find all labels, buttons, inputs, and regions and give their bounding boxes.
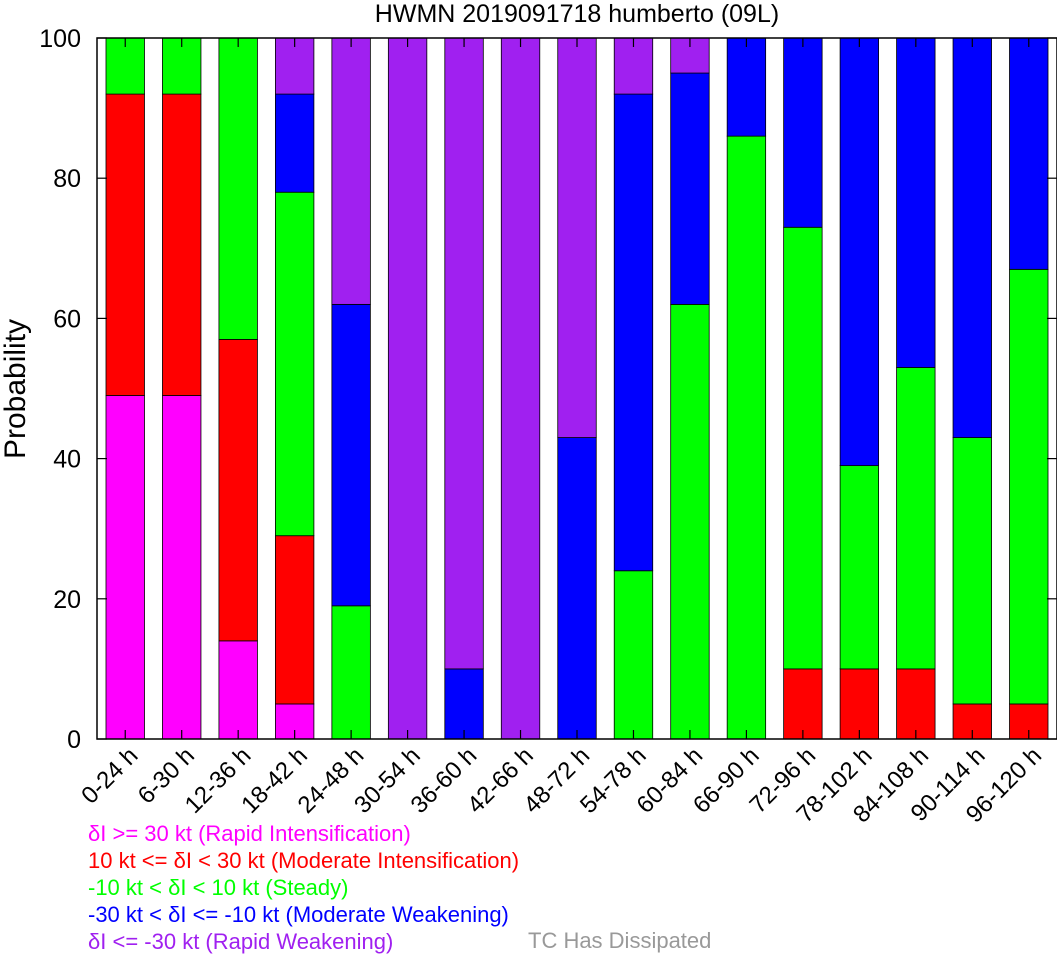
bar-st-11 [726, 135, 767, 740]
bar-st-4 [331, 605, 371, 740]
y-tick-label-1: 20 [53, 586, 81, 614]
bar-st-12 [783, 226, 823, 670]
chart-title: HWMN 2019091718 humberto (09L) [375, 0, 779, 28]
bar-mw-11 [726, 37, 767, 137]
y-tick-label-2: 40 [53, 446, 81, 474]
bar-mw-8 [557, 437, 597, 740]
bar-rw-5 [387, 37, 428, 740]
y-tick-label-0: 0 [67, 726, 81, 754]
y-tick-label-5: 100 [39, 25, 81, 53]
bar-st-2 [218, 37, 258, 340]
bar-rw-7 [500, 37, 541, 740]
legend-entry-mw: -30 kt < δI <= -10 kt (Moderate Weakenin… [88, 902, 509, 927]
bar-mi-14 [896, 668, 936, 740]
dissipated-legend-entry: TC Has Dissipated [528, 928, 712, 953]
bar-mw-6 [444, 668, 484, 740]
bar-mi-1 [162, 93, 202, 396]
y-tick-label-3: 60 [53, 305, 81, 333]
bar-mw-16 [1009, 37, 1049, 270]
bar-mw-13 [839, 37, 879, 467]
bar-st-16 [1009, 268, 1049, 705]
bar-ri-0 [105, 395, 145, 740]
plot-frame [96, 37, 1057, 740]
bar-mw-12 [783, 37, 823, 228]
bar-rw-6 [444, 37, 484, 670]
bar-st-0 [105, 37, 145, 95]
legend-entry-st: -10 kt < δI < 10 kt (Steady) [88, 875, 349, 900]
legend-entry-rw: δI <= -30 kt (Rapid Weakening) [88, 929, 394, 954]
bars-group [105, 37, 1049, 740]
bar-rw-4 [331, 37, 371, 305]
bar-st-15 [952, 437, 992, 705]
bar-mi-0 [105, 93, 145, 396]
bar-st-13 [839, 465, 879, 670]
bar-mw-9 [613, 93, 654, 572]
legend: δI >= 30 kt (Rapid Intensification) 10 kt… [88, 820, 519, 955]
bar-rw-3 [274, 37, 315, 95]
bar-st-10 [670, 303, 710, 740]
bar-st-3 [274, 191, 315, 537]
bar-ri-2 [218, 640, 258, 740]
bar-ri-1 [162, 395, 202, 740]
bar-st-14 [896, 367, 936, 670]
bar-mw-4 [331, 303, 371, 607]
bar-mw-3 [274, 93, 315, 193]
legend-entry-mi: 10 kt <= δI < 30 kt (Moderate Intensific… [88, 848, 520, 873]
x-tick-label-0: 0-24 h [76, 742, 143, 809]
bar-mi-12 [783, 668, 823, 740]
bar-rw-9 [613, 37, 654, 95]
y-tick-label-4: 80 [53, 165, 81, 193]
y-axis-label: Probability [0, 319, 32, 459]
bar-rw-8 [557, 37, 597, 438]
bar-mi-2 [218, 339, 258, 642]
bar-mw-10 [670, 72, 710, 305]
bar-mw-14 [896, 37, 936, 368]
legend-entry-ri: δI >= 30 kt (Rapid Intensification) [88, 821, 411, 846]
bar-mi-13 [839, 668, 879, 740]
bar-mi-3 [274, 535, 315, 705]
bar-mw-15 [952, 37, 992, 438]
bar-st-9 [613, 570, 654, 740]
bar-st-1 [162, 37, 202, 95]
